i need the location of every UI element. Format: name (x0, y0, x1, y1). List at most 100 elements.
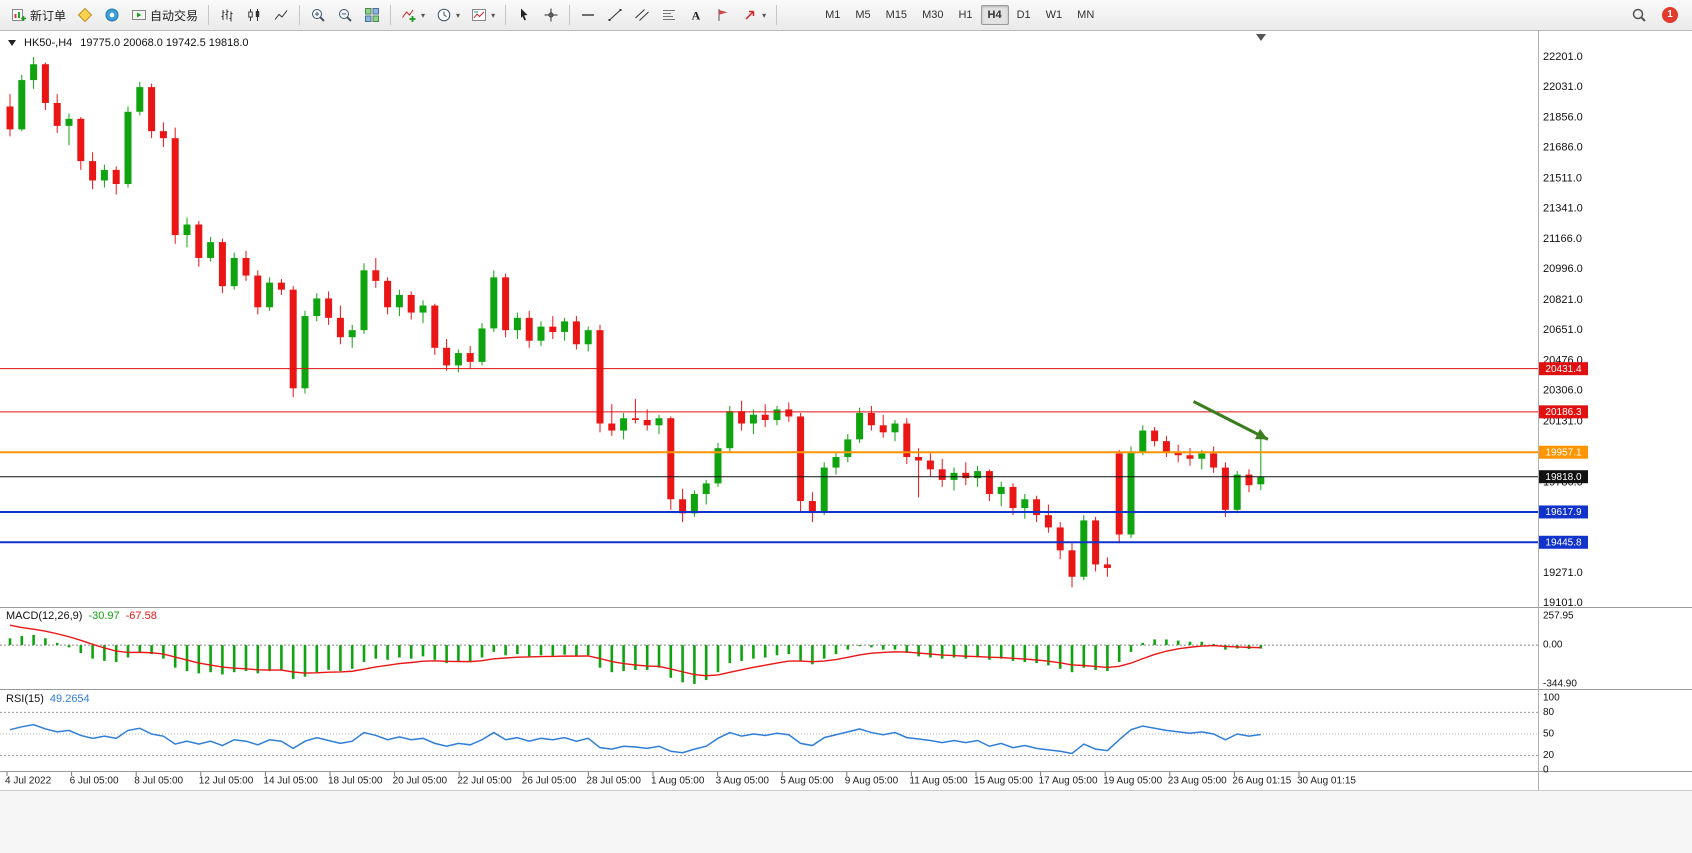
chevron-down-icon: ▾ (421, 10, 426, 20)
chart-symbol-label: HK50-,H4 (24, 37, 73, 49)
indicators-button[interactable]: ▾ (396, 3, 430, 27)
search-icon (1632, 8, 1646, 22)
tab-timeframe-mn[interactable]: MN (1070, 5, 1101, 25)
svg-text:19957.1: 19957.1 (1545, 447, 1582, 458)
arrows-icon (745, 10, 755, 20)
price-lines: 20431.4 20186.3 19957.1 19818.0 19617.9 19445… (0, 362, 1588, 549)
macd-indicator-label: MACD(12,26,9) -30.97 -67.58 (6, 610, 157, 622)
horizontal-line-icon (582, 14, 595, 16)
tab-timeframe-m30[interactable]: M30 (915, 5, 950, 25)
templates-button[interactable]: ▾ (466, 3, 500, 27)
svg-text:8 Jul 05:00: 8 Jul 05:00 (134, 776, 183, 787)
svg-text:17 Aug 05:00: 17 Aug 05:00 (1039, 776, 1098, 787)
chevron-down-icon: ▾ (456, 10, 461, 20)
arrows-tool-button[interactable]: ▾ (737, 3, 771, 27)
periods-button[interactable]: ▾ (431, 3, 465, 27)
svg-text:23 Aug 05:00: 23 Aug 05:00 (1168, 776, 1227, 787)
price-badge (1539, 445, 1588, 459)
svg-text:20306.0: 20306.0 (1543, 385, 1583, 397)
svg-text:257.95: 257.95 (1543, 611, 1574, 622)
indicators-icon (402, 9, 416, 22)
tab-timeframe-m5[interactable]: M5 (848, 5, 877, 25)
svg-text:19818.0: 19818.0 (1545, 472, 1582, 483)
bar-chart-icon (221, 9, 233, 22)
svg-text:20996.0: 20996.0 (1543, 263, 1583, 275)
chevron-down-icon: ▾ (491, 10, 496, 20)
svg-text:-344.90: -344.90 (1543, 679, 1577, 690)
toolbar-separator (505, 5, 507, 25)
svg-text:21686.0: 21686.0 (1543, 142, 1583, 154)
tab-timeframe-h1[interactable]: H1 (951, 5, 979, 25)
crosshair-button[interactable] (538, 3, 564, 27)
chart-menu-icon[interactable] (8, 40, 16, 46)
svg-text:30 Aug 01:15: 30 Aug 01:15 (1297, 776, 1356, 787)
macd-main-value: -30.97 (88, 610, 120, 622)
chart-shift-marker (1256, 34, 1266, 41)
svg-text:20: 20 (1543, 750, 1555, 761)
svg-text:19617.9: 19617.9 (1545, 507, 1582, 518)
macd-panel: 257.95 0.00 -344.90 (0, 611, 1577, 690)
text-tool-button[interactable]: A (683, 3, 709, 27)
trendline-tool-button[interactable] (602, 3, 628, 27)
cursor-button[interactable] (511, 3, 537, 27)
price-badge (1539, 535, 1588, 549)
toolbar-separator (569, 5, 571, 25)
price-axis: 22201.0 22031.0 21856.0 21686.0 21511.0 21341… (1543, 51, 1583, 609)
time-axis: 4 Jul 2022 6 Jul 05:00 8 Jul 05:00 12 Jul 0… (5, 772, 1356, 787)
bar-chart-button[interactable] (214, 3, 240, 27)
candles-series (6, 57, 1265, 588)
svg-text:19271.0: 19271.0 (1543, 567, 1583, 579)
svg-text:21511.0: 21511.0 (1543, 172, 1582, 184)
autotrading-icon (132, 10, 147, 20)
tab-timeframe-w1[interactable]: W1 (1039, 5, 1070, 25)
zoom-out-icon (339, 9, 352, 22)
text-icon: A (692, 9, 701, 23)
svg-text:28 Jul 05:00: 28 Jul 05:00 (586, 776, 641, 787)
autotrading-button[interactable]: 自动交易 (126, 3, 203, 27)
price-badge (1539, 405, 1588, 419)
svg-text:11 Aug 05:00: 11 Aug 05:00 (909, 776, 968, 787)
rsi-indicator-label: RSI(15) 49.2654 (6, 693, 90, 705)
community-button[interactable] (99, 3, 125, 27)
metaeditor-button[interactable] (72, 3, 98, 27)
label-tool-button[interactable] (710, 3, 736, 27)
tab-timeframe-d1[interactable]: D1 (1010, 5, 1038, 25)
tile-windows-icon (365, 8, 380, 22)
svg-text:20186.3: 20186.3 (1545, 407, 1582, 418)
tab-timeframe-h4[interactable]: H4 (980, 5, 1009, 25)
candlestick-chart-button[interactable] (241, 3, 267, 27)
chart-title: HK50-,H4 19775.0 20068.0 19742.5 19818.0 (8, 37, 249, 49)
search-button[interactable] (1626, 3, 1652, 27)
autotrading-label: 自动交易 (150, 8, 199, 23)
trend-arrow[interactable] (1192, 400, 1269, 441)
timeframe-toolbar: M1 M5 M15 M30 H1 H4 D1 W1 MN (818, 5, 1101, 25)
horizontal-line-tool-button[interactable] (575, 3, 601, 27)
zoom-in-icon (312, 9, 325, 22)
toolbar-separator (390, 5, 392, 25)
notifications-badge[interactable]: 1 (1662, 7, 1678, 23)
svg-text:19 Aug 05:00: 19 Aug 05:00 (1103, 776, 1162, 787)
new-order-button[interactable]: 新订单 (6, 3, 71, 27)
zoom-in-button[interactable] (305, 3, 331, 27)
tile-windows-button[interactable] (359, 3, 385, 27)
tab-timeframe-m15[interactable]: M15 (879, 5, 914, 25)
price-badge (1539, 362, 1588, 376)
tab-timeframe-m1[interactable]: M1 (818, 5, 847, 25)
svg-text:1 Aug 05:00: 1 Aug 05:00 (651, 776, 705, 787)
rsi-name: RSI(15) (6, 693, 44, 705)
svg-text:20821.0: 20821.0 (1543, 294, 1583, 306)
rsi-line (9, 723, 1261, 755)
candlestick-chart-icon (248, 9, 260, 21)
chevron-down-icon: ▾ (762, 10, 767, 20)
svg-text:80: 80 (1543, 707, 1555, 718)
zoom-out-button[interactable] (332, 3, 358, 27)
chart-ohlc-values: 19775.0 20068.0 19742.5 19818.0 (80, 37, 249, 49)
macd-signal-line (9, 624, 1261, 677)
fibonacci-tool-button[interactable] (656, 3, 682, 27)
svg-text:20651.0: 20651.0 (1543, 324, 1583, 336)
line-chart-button[interactable] (268, 3, 294, 27)
svg-text:9 Aug 05:00: 9 Aug 05:00 (845, 776, 899, 787)
channel-tool-button[interactable] (629, 3, 655, 27)
svg-text:0: 0 (1543, 765, 1549, 776)
